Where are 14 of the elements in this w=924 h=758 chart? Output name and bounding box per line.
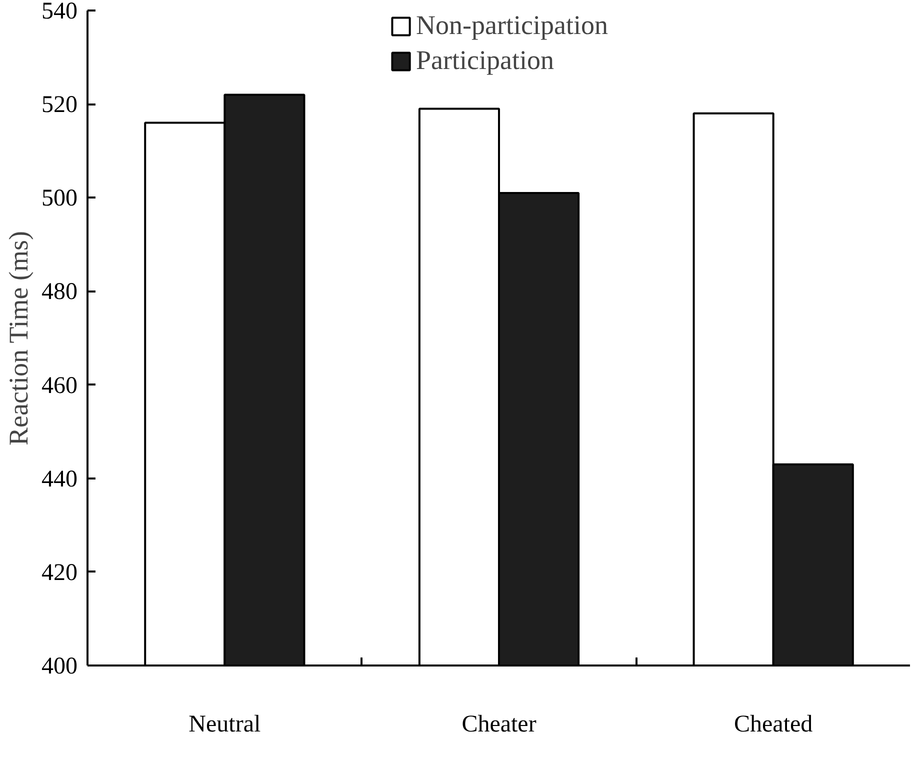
y-tick-label: 520 bbox=[42, 92, 78, 118]
y-tick-label: 440 bbox=[42, 466, 78, 492]
x-tick-label: Cheated bbox=[734, 712, 813, 738]
x-tick-label: Neutral bbox=[188, 712, 261, 738]
y-tick-label: 540 bbox=[42, 0, 78, 24]
y-tick-label: 400 bbox=[42, 654, 78, 680]
y-tick-label: 420 bbox=[42, 560, 78, 586]
y-tick-label: 480 bbox=[42, 279, 78, 306]
y-tick-label: 500 bbox=[42, 186, 78, 212]
legend-label: Participation bbox=[416, 45, 554, 76]
legend-label: Non-participation bbox=[416, 10, 608, 41]
y-tick-label: 460 bbox=[42, 372, 78, 399]
x-tick-label: Cheater bbox=[462, 712, 536, 738]
y-axis-title: Reaction Time (ms) bbox=[4, 230, 34, 446]
